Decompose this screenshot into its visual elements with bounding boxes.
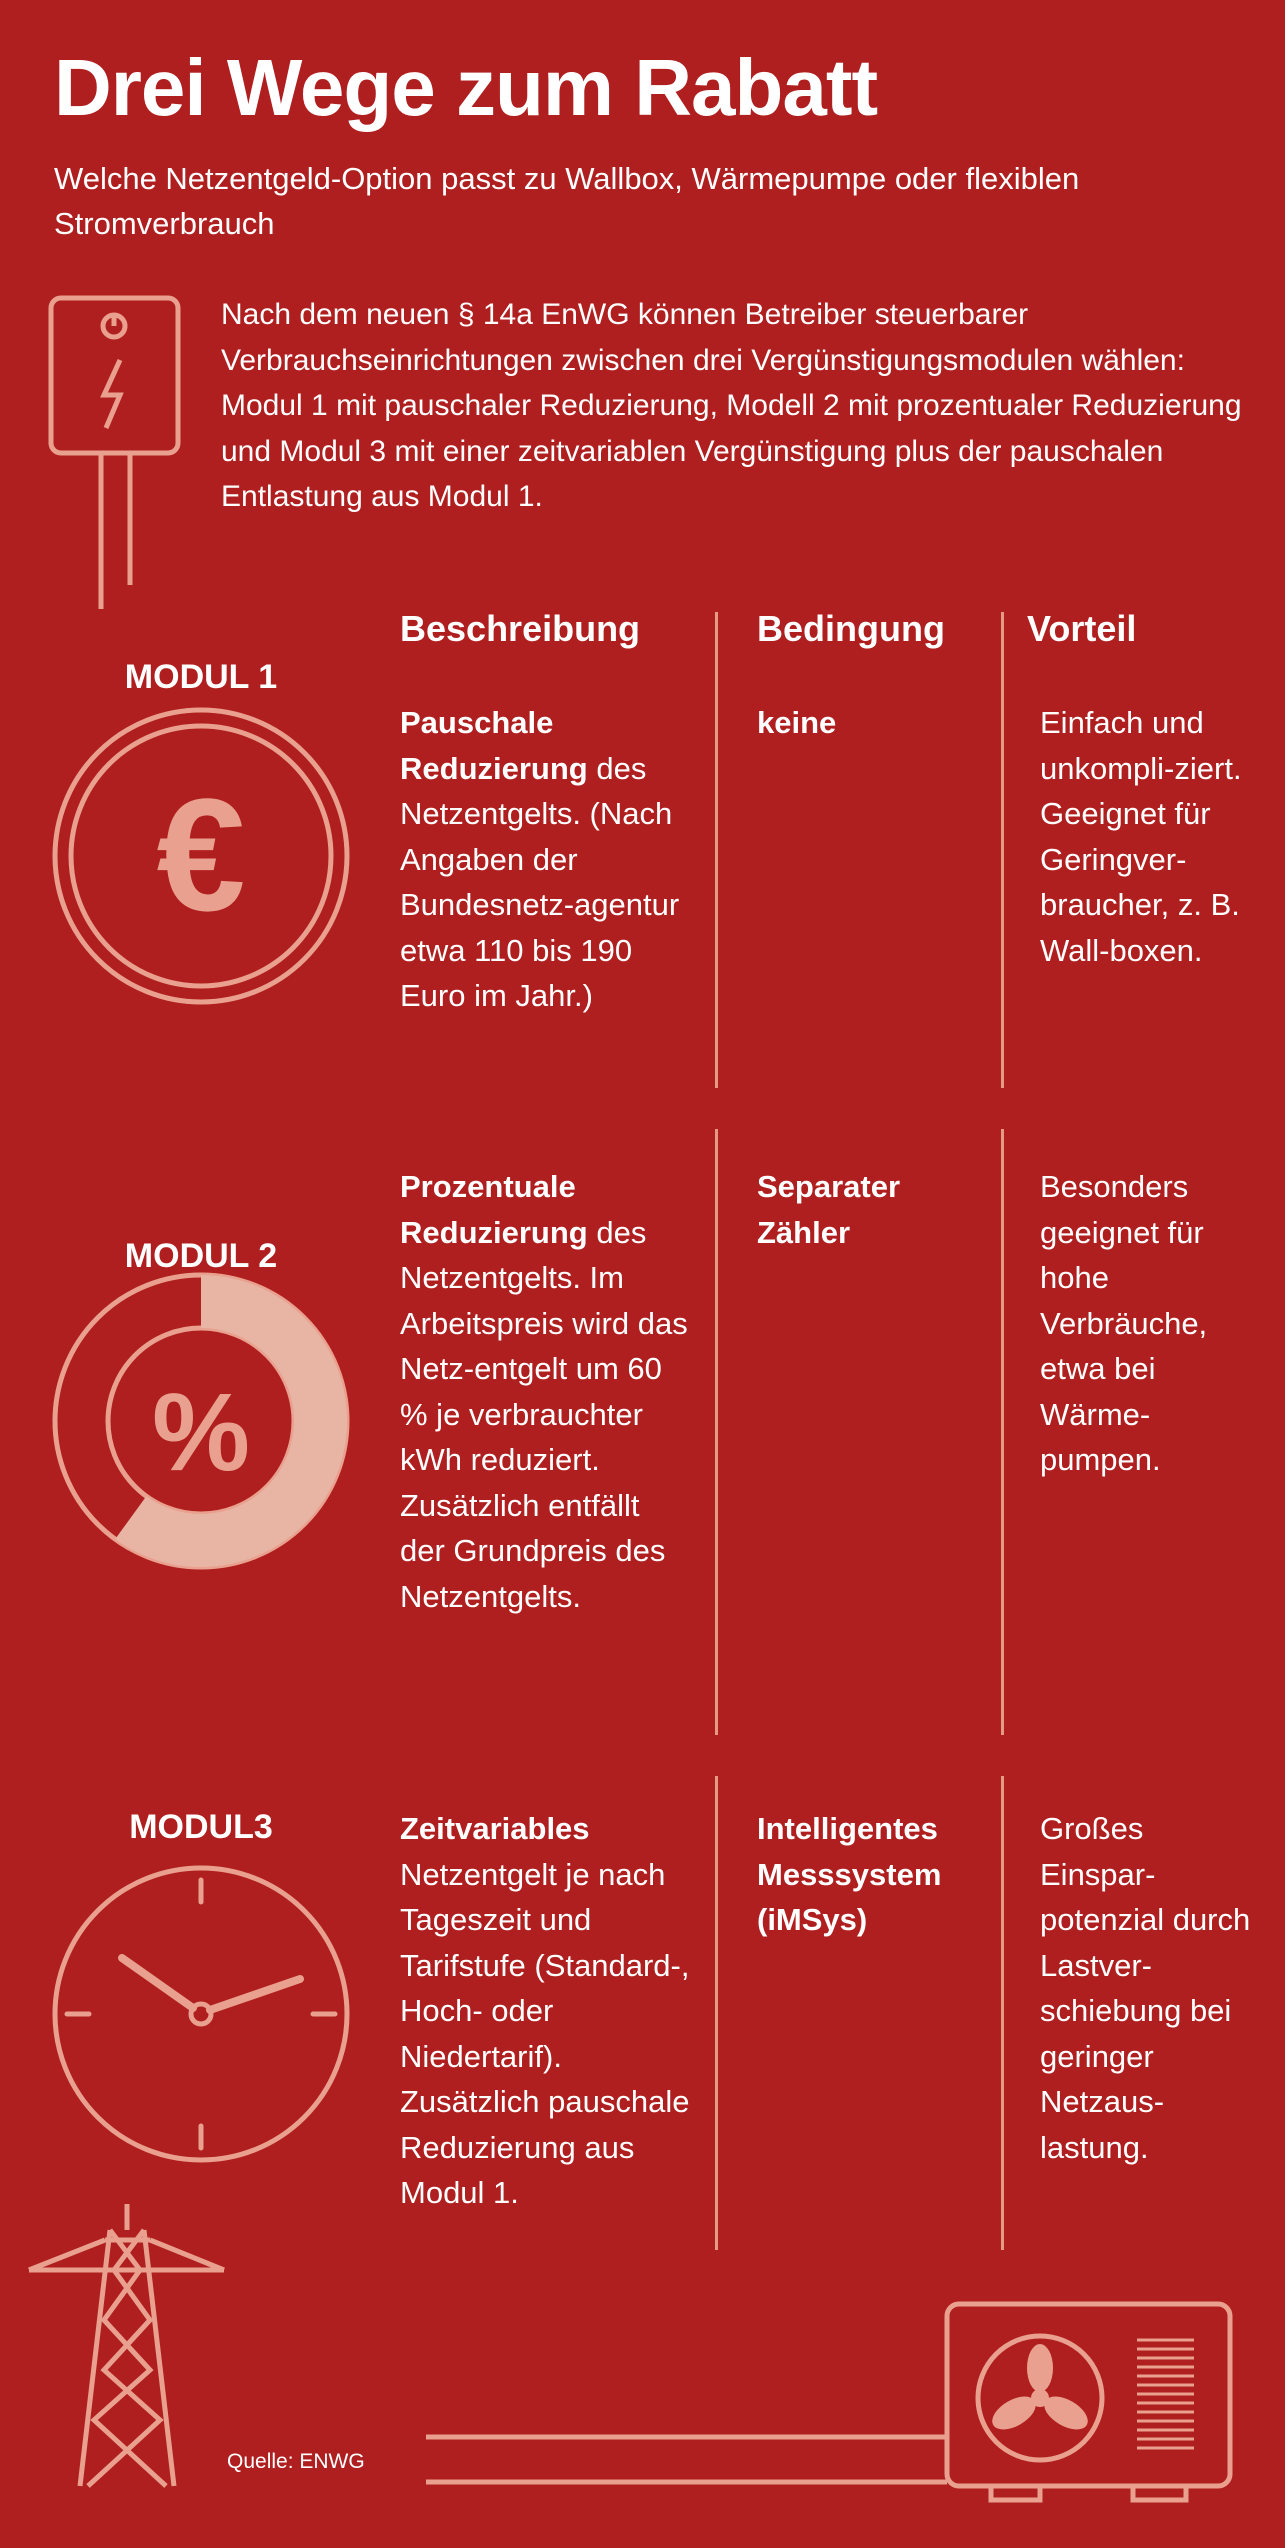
divider (715, 612, 718, 1088)
condition: Intelligentes Messsystem (iMSys) (757, 1811, 942, 1937)
pylon-icon (28, 2204, 225, 2488)
clock-icon (52, 1865, 350, 2163)
module-label: MODUL3 (129, 1808, 273, 1846)
divider (1001, 1129, 1004, 1735)
module-label: MODUL 1 (124, 658, 278, 696)
column-header: Beschreibung (400, 608, 641, 649)
divider (715, 1129, 718, 1735)
percent-icon: % (52, 1272, 350, 1570)
column-header: Vorteil (1027, 608, 1137, 649)
advantage: Großes Einspar-potenzial durch Lastver-s… (1040, 1811, 1251, 2165)
description-text: des Netzentgelts. Im Arbeitspreis wird d… (400, 1214, 688, 1614)
divider (1001, 612, 1004, 1088)
description-text: Netzentgelt je nach Tageszeit und Tarifs… (400, 1856, 690, 2211)
description-bold: Prozentuale Reduzierung (400, 1169, 588, 1250)
description: Zeitvariables Netzentgelt je nach Tagesz… (400, 1806, 690, 2216)
source: Quelle: ENWG (227, 2450, 365, 2473)
module-label: MODUL 2 (124, 1237, 278, 1275)
condition: Separater Zähler (757, 1169, 901, 1250)
subtitle: Welche Netzentgeld-Option passt zu Wallb… (54, 161, 1080, 241)
heat-pump-icon (426, 2301, 1233, 2503)
title: Drei Wege zum Rabatt (54, 43, 878, 132)
description-text: des Netzentgelts. (Nach Angaben der Bund… (400, 750, 680, 1014)
percent-symbol: % (152, 1371, 250, 1494)
euro-symbol: € (157, 765, 246, 944)
divider (715, 1776, 718, 2250)
description: Pauschale Reduzierung des Netzentgelts. … (400, 700, 690, 1019)
euro-icon: € (52, 707, 350, 1005)
advantage: Einfach und unkompli-ziert. Geeignet für… (1040, 705, 1242, 968)
divider (1001, 1776, 1004, 2250)
advantage: Besonders geeignet für hohe Verbräuche, … (1040, 1169, 1208, 1477)
description-bold: Pauschale Reduzierung (400, 705, 588, 786)
column-header: Bedingung (757, 608, 945, 649)
description: Prozentuale Reduzierung des Netzentgelts… (400, 1164, 690, 1619)
condition: keine (757, 705, 837, 740)
socket-icon (48, 295, 181, 609)
description-bold: Zeitvariables (400, 1811, 590, 1846)
intro-text: Nach dem neuen § 14a EnWG können Betreib… (221, 298, 1242, 513)
